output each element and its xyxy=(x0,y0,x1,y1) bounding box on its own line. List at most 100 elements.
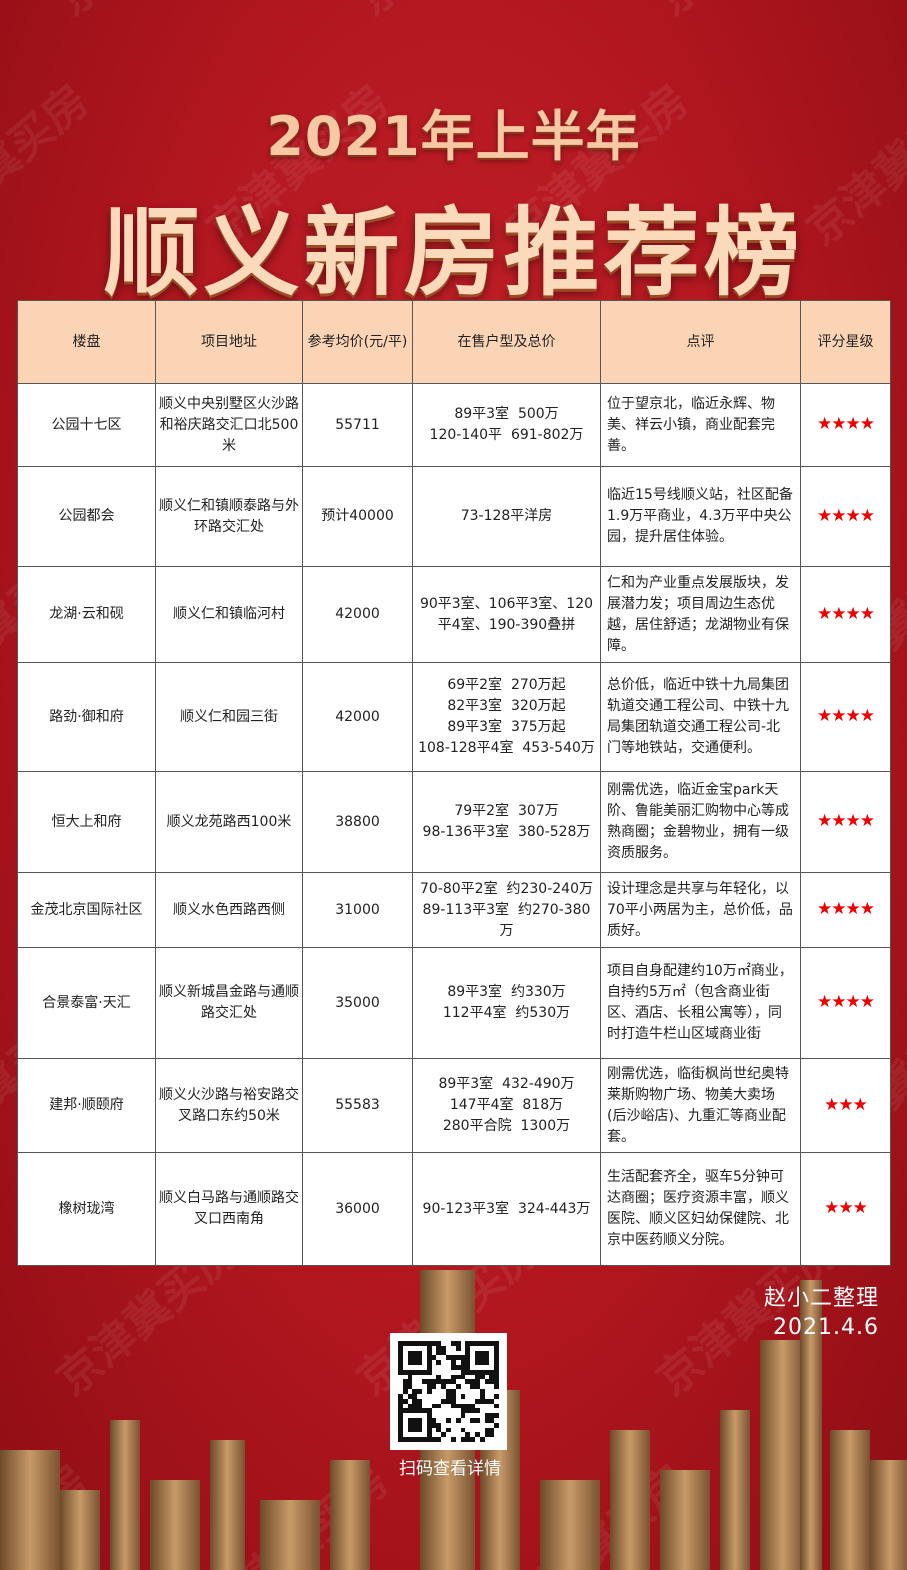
project-address: 顺义新城昌金路与通顺路交汇处 xyxy=(155,947,303,1059)
table-row: 公园十七区 顺义中央别墅区火沙路和裕庆路交汇口北500米 55711 89平3室 50… xyxy=(17,383,891,467)
unit-line: 147平4室 818万 xyxy=(449,1097,564,1113)
building xyxy=(720,1410,750,1570)
comment: 生活配套齐全，驱车5分钟可达商圈；医疗资源丰富，顺义医院、顺义区妇幼保健院、北京… xyxy=(600,1152,801,1266)
star-icons: ★★★★ xyxy=(817,603,875,624)
building xyxy=(800,1280,822,1570)
unit-line: 82平3室 320万起 xyxy=(447,698,566,714)
unit-prices: 90平3室、106平3室、120平4室、190-390叠拼 xyxy=(412,566,601,663)
avg-price: 42000 xyxy=(302,662,413,772)
header-price: 参考均价(元/平) xyxy=(302,300,413,384)
star-rating: ★★★★ xyxy=(800,947,891,1059)
credit-date: 2021.4.6 xyxy=(773,1315,879,1340)
star-icons: ★★★★ xyxy=(817,992,875,1012)
avg-price: 36000 xyxy=(302,1152,413,1266)
comment: 项目自身配建约10万㎡商业，自持约5万㎡（包含商业街区、酒店、长租公寓等），同时… xyxy=(600,947,801,1059)
comment: 仁和为产业重点发展版块，发展潜力发；项目周边生态优越，居住舒适；龙湖物业有保障。 xyxy=(600,566,801,663)
avg-price: 38800 xyxy=(302,771,413,873)
unit-line: 98-136平3室 380-528万 xyxy=(422,824,591,840)
building xyxy=(760,1340,805,1570)
unit-line: 280平合院 1300万 xyxy=(442,1118,571,1134)
header-address: 项目地址 xyxy=(155,300,303,384)
unit-prices: 89平3室 约330万 112平4室 约530万 xyxy=(412,947,601,1059)
avg-price: 预计40000 xyxy=(302,466,413,567)
table-row: 路劲·御和府 顺义仁和园三街 42000 69平2室 270万起 82平3室 320万起… xyxy=(17,662,891,772)
building xyxy=(210,1440,245,1570)
table-row: 建邦·顺颐府 顺义火沙路与裕安路交叉路口东约50米 55583 89平3室 432-4… xyxy=(17,1058,891,1153)
table-row: 橡树珑湾 顺义白马路与通顺路交叉口西南角 36000 90-123平3室 324-44… xyxy=(17,1152,891,1266)
star-rating: ★★★★ xyxy=(800,872,891,948)
building xyxy=(660,1470,710,1570)
star-icons: ★★★★ xyxy=(817,706,875,726)
qr-code[interactable] xyxy=(390,1333,507,1450)
project-address: 顺义火沙路与裕安路交叉路口东约50米 xyxy=(155,1058,303,1153)
table-row: 恒大上和府 顺义龙苑路西100米 38800 79平2室 307万 98-136平3室 … xyxy=(17,771,891,873)
watermark-text: 京津冀买房 xyxy=(640,0,850,27)
unit-line: 112平4室 约530万 xyxy=(442,1005,571,1021)
title-year: 2021年上半年 xyxy=(266,105,641,168)
star-icons: ★★★★ xyxy=(817,414,875,434)
unit-line: 89平3室 375万起 xyxy=(447,719,566,735)
avg-price: 35000 xyxy=(302,947,413,1059)
comment: 总价低，临近中铁十九局集团轨道交通工程公司、中铁十九局集团轨道交通工程公司-北门… xyxy=(600,662,801,772)
unit-line: 73-128平洋房 xyxy=(460,508,553,524)
unit-line: 120-140平 691-802万 xyxy=(429,427,584,443)
unit-line: 90-123平3室 324-443万 xyxy=(422,1200,591,1217)
header-units: 在售户型及总价 xyxy=(412,300,601,384)
building xyxy=(60,1490,100,1570)
project-name: 合景泰富·天汇 xyxy=(17,947,156,1059)
star-icons: ★★★ xyxy=(824,1094,868,1115)
star-rating: ★★★★ xyxy=(800,383,891,467)
comment: 设计理念是共享与年轻化，以70平小两居为主，总价低，品质好。 xyxy=(600,872,801,948)
table-header: 楼盘 项目地址 参考均价(元/平) 在售户型及总价 点评 评分星级 xyxy=(17,300,891,384)
project-name: 恒大上和府 xyxy=(17,771,156,873)
avg-price: 55711 xyxy=(302,383,413,467)
avg-price: 55583 xyxy=(302,1058,413,1153)
city-skyline xyxy=(0,1270,907,1570)
star-rating: ★★★ xyxy=(800,1058,891,1153)
building xyxy=(150,1480,200,1570)
project-name: 金茂北京国际社区 xyxy=(17,872,156,948)
building xyxy=(830,1430,870,1570)
project-name: 公园都会 xyxy=(17,466,156,567)
unit-line: 89平3室 500万 xyxy=(454,406,559,422)
page-title: 顺义新房推荐榜 xyxy=(103,197,804,309)
project-address: 顺义龙苑路西100米 xyxy=(155,771,303,873)
comment: 刚需优选，临街枫尚世纪奥特莱斯购物广场、物美大卖场(后沙峪店)、九重汇等商业配套… xyxy=(600,1058,801,1153)
comment: 位于望京北，临近永辉、物美、祥云小镇，商业配套完善。 xyxy=(600,383,801,467)
unit-prices: 69平2室 270万起 82平3室 320万起 89平3室 375万起 108-128… xyxy=(412,662,601,772)
comment: 临近15号线顺义站，社区配备1.9万平商业，4.3万平中央公园，提升居住体验。 xyxy=(600,466,801,567)
building xyxy=(870,1460,907,1570)
star-rating: ★★★★ xyxy=(800,466,891,567)
building xyxy=(330,1460,370,1570)
project-name: 公园十七区 xyxy=(17,383,156,467)
qr-caption: 扫码查看详情 xyxy=(399,1459,501,1479)
star-rating: ★★★★ xyxy=(800,566,891,663)
project-address: 顺义仁和园三街 xyxy=(155,662,303,772)
unit-line: 69平2室 270万起 xyxy=(447,677,566,693)
project-address: 顺义仁和镇顺泰路与外环路交汇处 xyxy=(155,466,303,567)
star-icons: ★★★★ xyxy=(817,505,875,526)
header-name: 楼盘 xyxy=(17,300,156,384)
watermark-text: 京津冀买房 xyxy=(340,0,550,27)
project-name: 橡树珑湾 xyxy=(17,1152,156,1266)
credit: 赵小二整理 2021.4.6 xyxy=(764,1284,879,1342)
table-row: 公园都会 顺义仁和镇顺泰路与外环路交汇处 预计40000 73-128平洋房 临近15号… xyxy=(17,466,891,567)
unit-line: 79平2室 307万 xyxy=(454,803,559,819)
unit-line: 89-113平3室 约270-380万 xyxy=(422,901,591,939)
unit-prices: 73-128平洋房 xyxy=(412,466,601,567)
star-rating: ★★★★ xyxy=(800,771,891,873)
star-icons: ★★★★ xyxy=(817,811,875,831)
project-address: 顺义白马路与通顺路交叉口西南角 xyxy=(155,1152,303,1266)
avg-price: 42000 xyxy=(302,566,413,663)
unit-line: 89平3室 约330万 xyxy=(447,984,566,1000)
project-address: 顺义仁和镇临河村 xyxy=(155,566,303,663)
unit-prices: 79平2室 307万 98-136平3室 380-528万 xyxy=(412,771,601,873)
comment: 刚需优选，临近金宝park天阶、鲁能美丽汇购物中心等成熟商圈；金碧物业，拥有一级… xyxy=(600,771,801,873)
table-row: 龙湖·云和砚 顺义仁和镇临河村 42000 90平3室、106平3室、120平4室、1… xyxy=(17,566,891,663)
project-name: 建邦·顺颐府 xyxy=(17,1058,156,1153)
project-address: 顺义水色西路西侧 xyxy=(155,872,303,948)
building xyxy=(0,1450,60,1570)
avg-price: 31000 xyxy=(302,872,413,948)
building xyxy=(110,1420,140,1570)
star-icons: ★★★★ xyxy=(817,899,875,919)
